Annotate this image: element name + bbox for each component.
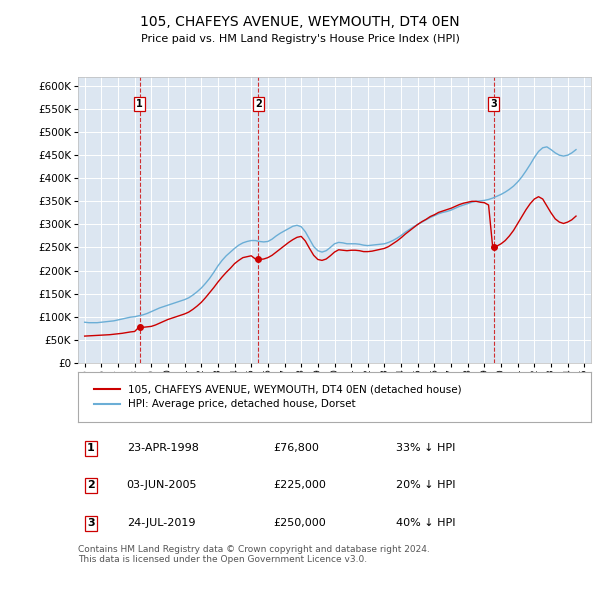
Text: £250,000: £250,000 xyxy=(273,518,326,528)
Text: 2: 2 xyxy=(87,480,95,490)
Text: 3: 3 xyxy=(87,518,95,528)
Text: £76,800: £76,800 xyxy=(273,444,319,454)
Text: 23-APR-1998: 23-APR-1998 xyxy=(127,444,199,454)
Text: 3: 3 xyxy=(490,99,497,109)
Text: £225,000: £225,000 xyxy=(273,480,326,490)
Text: Price paid vs. HM Land Registry's House Price Index (HPI): Price paid vs. HM Land Registry's House … xyxy=(140,34,460,44)
Text: 03-JUN-2005: 03-JUN-2005 xyxy=(127,480,197,490)
Text: Contains HM Land Registry data © Crown copyright and database right 2024.
This d: Contains HM Land Registry data © Crown c… xyxy=(78,545,430,564)
Text: 24-JUL-2019: 24-JUL-2019 xyxy=(127,518,195,528)
Text: 20% ↓ HPI: 20% ↓ HPI xyxy=(396,480,455,490)
Legend: 105, CHAFEYS AVENUE, WEYMOUTH, DT4 0EN (detached house), HPI: Average price, det: 105, CHAFEYS AVENUE, WEYMOUTH, DT4 0EN (… xyxy=(88,379,467,415)
Text: 1: 1 xyxy=(136,99,143,109)
Text: 2: 2 xyxy=(255,99,262,109)
Text: 40% ↓ HPI: 40% ↓ HPI xyxy=(396,518,455,528)
Text: 1: 1 xyxy=(87,444,95,454)
Text: 33% ↓ HPI: 33% ↓ HPI xyxy=(396,444,455,454)
Text: 105, CHAFEYS AVENUE, WEYMOUTH, DT4 0EN: 105, CHAFEYS AVENUE, WEYMOUTH, DT4 0EN xyxy=(140,15,460,29)
